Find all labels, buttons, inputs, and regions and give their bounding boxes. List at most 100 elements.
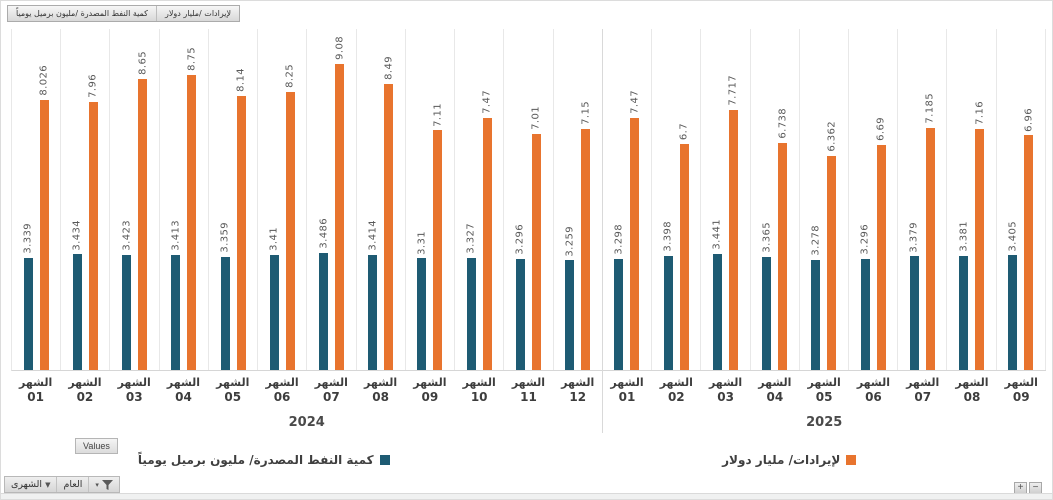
month-number: 07: [914, 390, 932, 404]
x-axis-label: الشهر 08: [947, 376, 996, 404]
revenues-bar[interactable]: 7.185: [925, 93, 936, 370]
monthly-dropdown[interactable]: الشهرى ▼: [5, 477, 58, 492]
revenues-bar[interactable]: 7.11: [432, 103, 443, 370]
month-number: 05: [815, 390, 833, 404]
quantity-bar[interactable]: 3.327: [466, 223, 477, 370]
revenues-bar[interactable]: 7.717: [728, 75, 739, 370]
zoom-in-button[interactable]: +: [1014, 482, 1027, 494]
quantity-value-label: 3.298: [613, 224, 625, 255]
revenues-bar[interactable]: 6.69: [876, 117, 887, 370]
month-word: الشهر: [856, 376, 891, 389]
revenues-bar[interactable]: 6.738: [777, 108, 788, 370]
quantity-bar[interactable]: 3.405: [1007, 221, 1018, 370]
revenues-bar[interactable]: 9.08: [334, 36, 345, 370]
x-axis-label: الشهر 07: [898, 376, 947, 404]
x-axis-label: الشهر 05: [800, 376, 849, 404]
plot-column: 3.413 8.75: [160, 29, 209, 370]
quantity-value-label: 3.486: [318, 217, 330, 249]
year-button-label: العام: [63, 479, 83, 490]
quantity-bar[interactable]: 3.296: [860, 224, 871, 370]
quantity-bar[interactable]: 3.486: [318, 218, 329, 370]
quantity-bar[interactable]: 3.359: [220, 222, 231, 370]
tab-revenues[interactable]: لإيرادات /مليار دولار: [156, 6, 239, 21]
quantity-bar[interactable]: 3.413: [170, 220, 181, 370]
plot-column: 3.359 8.14: [209, 29, 259, 370]
plot-column: 3.259 7.15: [554, 29, 603, 370]
month-number: 04: [175, 390, 192, 404]
x-axis-label: الشهر 01: [602, 376, 651, 404]
legend-item-revenues[interactable]: لإيرادات/ مليار دولار: [722, 453, 857, 467]
x-axis-label: الشهر 12: [553, 376, 602, 404]
quantity-value-label: 3.278: [810, 224, 822, 256]
quantity-bar[interactable]: 3.434: [72, 220, 83, 370]
month-number: 12: [569, 390, 587, 404]
plot-column: 3.434 7.96: [61, 29, 111, 370]
month-number: 10: [470, 390, 488, 404]
month-word: الشهر: [166, 376, 201, 389]
quantity-bar[interactable]: 3.298: [613, 224, 624, 370]
revenues-value-label: 8.49: [383, 56, 395, 80]
plot-column: 3.423 8.65: [110, 29, 160, 370]
revenues-value-label: 8.75: [186, 47, 198, 72]
revenues-bar[interactable]: 6.362: [826, 121, 837, 370]
revenues-legend-label: لإيرادات/ مليار دولار: [722, 453, 841, 467]
revenues-bar[interactable]: 7.16: [974, 101, 985, 370]
month-word: الشهر: [68, 376, 102, 389]
year-button[interactable]: العام: [57, 477, 90, 492]
revenues-value-label: 6.96: [1023, 107, 1035, 132]
tab-quantity[interactable]: كمية النفط المصدرة /مليون برميل يومياً: [16, 9, 148, 18]
quantity-bar[interactable]: 3.441: [712, 219, 723, 370]
quantity-bar[interactable]: 3.423: [121, 220, 132, 370]
quantity-value-label: 3.398: [662, 220, 674, 252]
x-axis-label: الشهر 11: [504, 376, 553, 404]
revenues-bar[interactable]: 7.47: [482, 90, 493, 370]
quantity-bar[interactable]: 3.414: [367, 220, 378, 370]
month-word: الشهر: [758, 376, 792, 389]
revenues-value-label: 7.47: [629, 90, 641, 115]
revenues-bar[interactable]: 8.14: [236, 68, 247, 370]
plot-column: 3.365 6.738: [751, 29, 800, 370]
revenues-value-label: 7.01: [530, 105, 542, 130]
month-word: الشهر: [265, 376, 299, 389]
quantity-bar[interactable]: 3.41: [269, 227, 280, 370]
quantity-bar[interactable]: 3.379: [909, 222, 920, 370]
legend-item-quantity[interactable]: كمية النفط المصدرة/ مليون برميل يومياً: [138, 453, 390, 467]
values-button[interactable]: Values: [75, 438, 118, 454]
revenues-bar[interactable]: 7.96: [88, 74, 99, 370]
quantity-bar[interactable]: 3.278: [810, 225, 821, 370]
revenues-bar[interactable]: 6.7: [679, 123, 690, 370]
quantity-bar[interactable]: 3.381: [958, 221, 969, 370]
month-word: الشهر: [216, 376, 250, 389]
revenues-bar[interactable]: 7.47: [629, 90, 640, 370]
month-word: الشهر: [708, 376, 743, 389]
year-label: 2024: [288, 415, 325, 430]
plot-column: 3.486 9.08: [307, 29, 357, 370]
quantity-value-label: 3.296: [514, 224, 526, 255]
quantity-bar[interactable]: 3.259: [564, 226, 575, 370]
revenues-value-label: 6.69: [875, 116, 887, 141]
x-axis-label: الشهر 09: [997, 376, 1046, 404]
revenues-bar[interactable]: 8.026: [39, 65, 50, 370]
plot-column: 3.298 7.47: [603, 29, 653, 370]
bottom-toolbar: الشهرى ▼ العام ▾: [4, 476, 120, 493]
quantity-bar[interactable]: 3.339: [23, 223, 34, 370]
quantity-bar[interactable]: 3.296: [515, 224, 526, 370]
filter-button[interactable]: ▾: [89, 477, 119, 492]
revenues-bar[interactable]: 8.75: [186, 47, 197, 370]
quantity-bar[interactable]: 3.365: [761, 222, 772, 370]
revenues-bar[interactable]: 8.65: [137, 51, 148, 370]
revenues-bar[interactable]: 8.49: [383, 56, 394, 370]
revenues-bar[interactable]: 8.25: [285, 64, 296, 370]
plot-column: 3.327 7.47: [455, 29, 505, 370]
x-axis-label: الشهر 03: [701, 376, 750, 404]
revenues-bar[interactable]: 6.96: [1023, 108, 1034, 370]
month-number: 08: [963, 390, 981, 404]
month-word: الشهر: [659, 376, 693, 389]
quantity-bar[interactable]: 3.31: [416, 231, 427, 370]
bottom-scroll-strip[interactable]: [1, 493, 1052, 499]
quantity-bar[interactable]: 3.398: [663, 221, 674, 370]
revenues-bar[interactable]: 7.01: [531, 106, 542, 370]
revenues-bar[interactable]: 7.15: [580, 101, 591, 370]
quantity-value-label: 3.31: [416, 230, 428, 255]
